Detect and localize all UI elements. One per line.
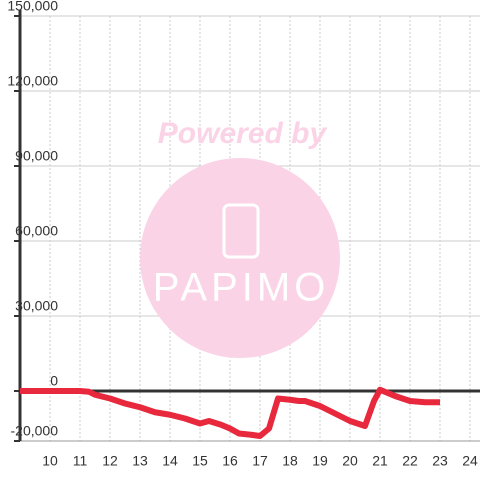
x-tick-label: 10 — [42, 453, 58, 469]
y-tick-label: 120,000 — [7, 73, 58, 89]
watermark-icon — [222, 203, 260, 259]
y-tick-label: 0 — [50, 373, 58, 389]
x-tick-label: 22 — [402, 453, 418, 469]
x-tick-label: 23 — [432, 453, 448, 469]
series-line — [20, 386, 440, 439]
x-tick-label: 15 — [192, 453, 208, 469]
y-tick-label: 30,000 — [15, 298, 58, 314]
y-tick-label: -20,000 — [11, 423, 59, 439]
y-tick-label: 90,000 — [15, 148, 58, 164]
x-tick-label: 21 — [372, 453, 388, 469]
y-tick-label: 60,000 — [15, 223, 58, 239]
watermark-logo: PAPIMO — [153, 266, 330, 310]
x-tick-label: 16 — [222, 453, 238, 469]
y-tick-label: 150,000 — [7, 0, 58, 14]
x-tick-label: 12 — [102, 453, 118, 469]
x-tick-label: 20 — [342, 453, 358, 469]
x-tick-label: 24 — [462, 453, 478, 469]
x-tick-label: 18 — [282, 453, 298, 469]
x-tick-label: 17 — [252, 453, 268, 469]
watermark-text: Powered by — [158, 117, 328, 150]
x-tick-label: 11 — [73, 453, 88, 469]
x-tick-label: 13 — [132, 453, 148, 469]
x-tick-label: 14 — [162, 453, 178, 469]
x-tick-label: 19 — [312, 453, 328, 469]
